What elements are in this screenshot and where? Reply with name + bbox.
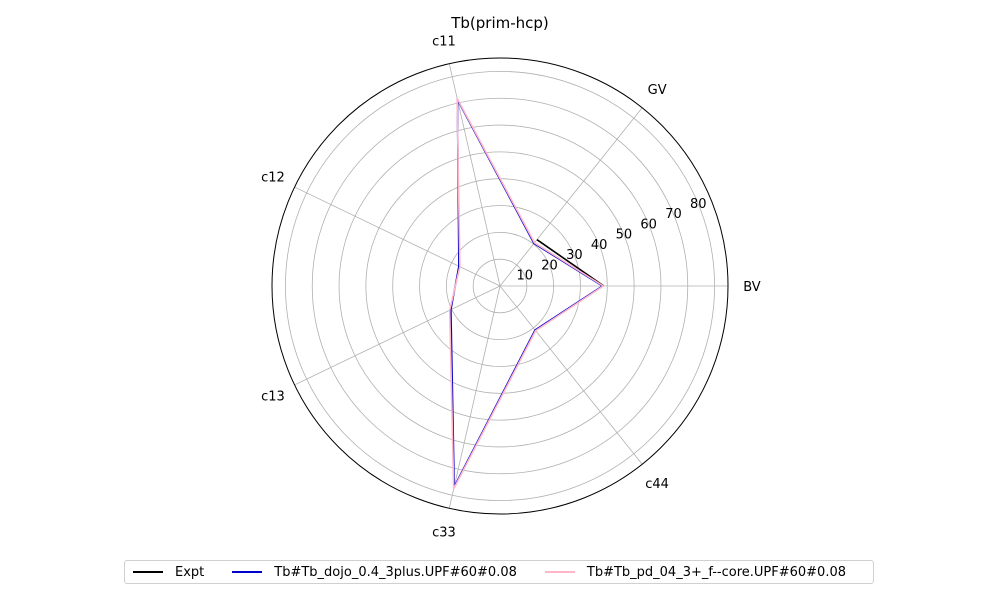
chart-title: Tb(prim-hcp) [450, 14, 549, 32]
legend-item-pd: Tb#Tb_pd_04_3+_f--core.UPF#60#0.08 [544, 564, 847, 580]
grid-layer [271, 57, 729, 515]
spoke-c44 [499, 285, 643, 465]
legend-item-expt: Expt [133, 565, 204, 580]
label-layer: 10 20 30 40 50 60 70 80 BV GV c11 c12 c13 c33 c44 [261, 34, 761, 540]
r-tick-label-60: 60 [640, 217, 657, 232]
axis-label-c44: c44 [645, 477, 669, 492]
axis-label-GV: GV [648, 83, 667, 98]
legend: Expt Tb#Tb_dojo_0.4_3plus.UPF#60#0.08 Tb… [124, 560, 874, 584]
r-tick-label-70: 70 [665, 207, 682, 222]
legend-swatch-dojo [232, 571, 263, 573]
legend-label-pd: Tb#Tb_pd_04_3+_f--core.UPF#60#0.08 [586, 564, 847, 580]
axis-label-c13: c13 [261, 389, 285, 404]
spoke-c12 [294, 186, 501, 287]
r-tick-label-30: 30 [566, 248, 583, 263]
r-tick-label-80: 80 [690, 197, 707, 212]
spoke-GV [499, 107, 643, 287]
axis-label-BV: BV [743, 280, 761, 295]
series-layer [448, 97, 605, 490]
axis-label-c12: c12 [261, 171, 285, 186]
polar-frame [271, 57, 729, 515]
r-tick-label-40: 40 [591, 238, 608, 253]
legend-swatch-expt [133, 571, 163, 573]
series-line-0 [536, 239, 605, 287]
spoke-c13 [294, 285, 501, 386]
r-tick-label-50: 50 [616, 228, 633, 243]
r-tick-label-10: 10 [517, 269, 534, 284]
r-tick-label-20: 20 [541, 258, 558, 273]
legend-label-expt: Expt [175, 564, 205, 580]
spoke-c11 [448, 63, 501, 287]
legend-label-dojo: Tb#Tb_dojo_0.4_3plus.UPF#60#0.08 [274, 564, 517, 580]
spoke-c33 [448, 285, 501, 509]
legend-item-dojo: Tb#Tb_dojo_0.4_3plus.UPF#60#0.08 [232, 565, 517, 580]
series-line-2 [448, 97, 605, 490]
axis-label-c33: c33 [432, 526, 456, 541]
axis-label-c11: c11 [432, 34, 456, 49]
legend-swatch-pd [544, 571, 575, 573]
